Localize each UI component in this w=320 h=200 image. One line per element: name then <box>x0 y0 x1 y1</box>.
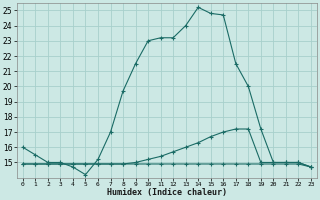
X-axis label: Humidex (Indice chaleur): Humidex (Indice chaleur) <box>107 188 227 197</box>
